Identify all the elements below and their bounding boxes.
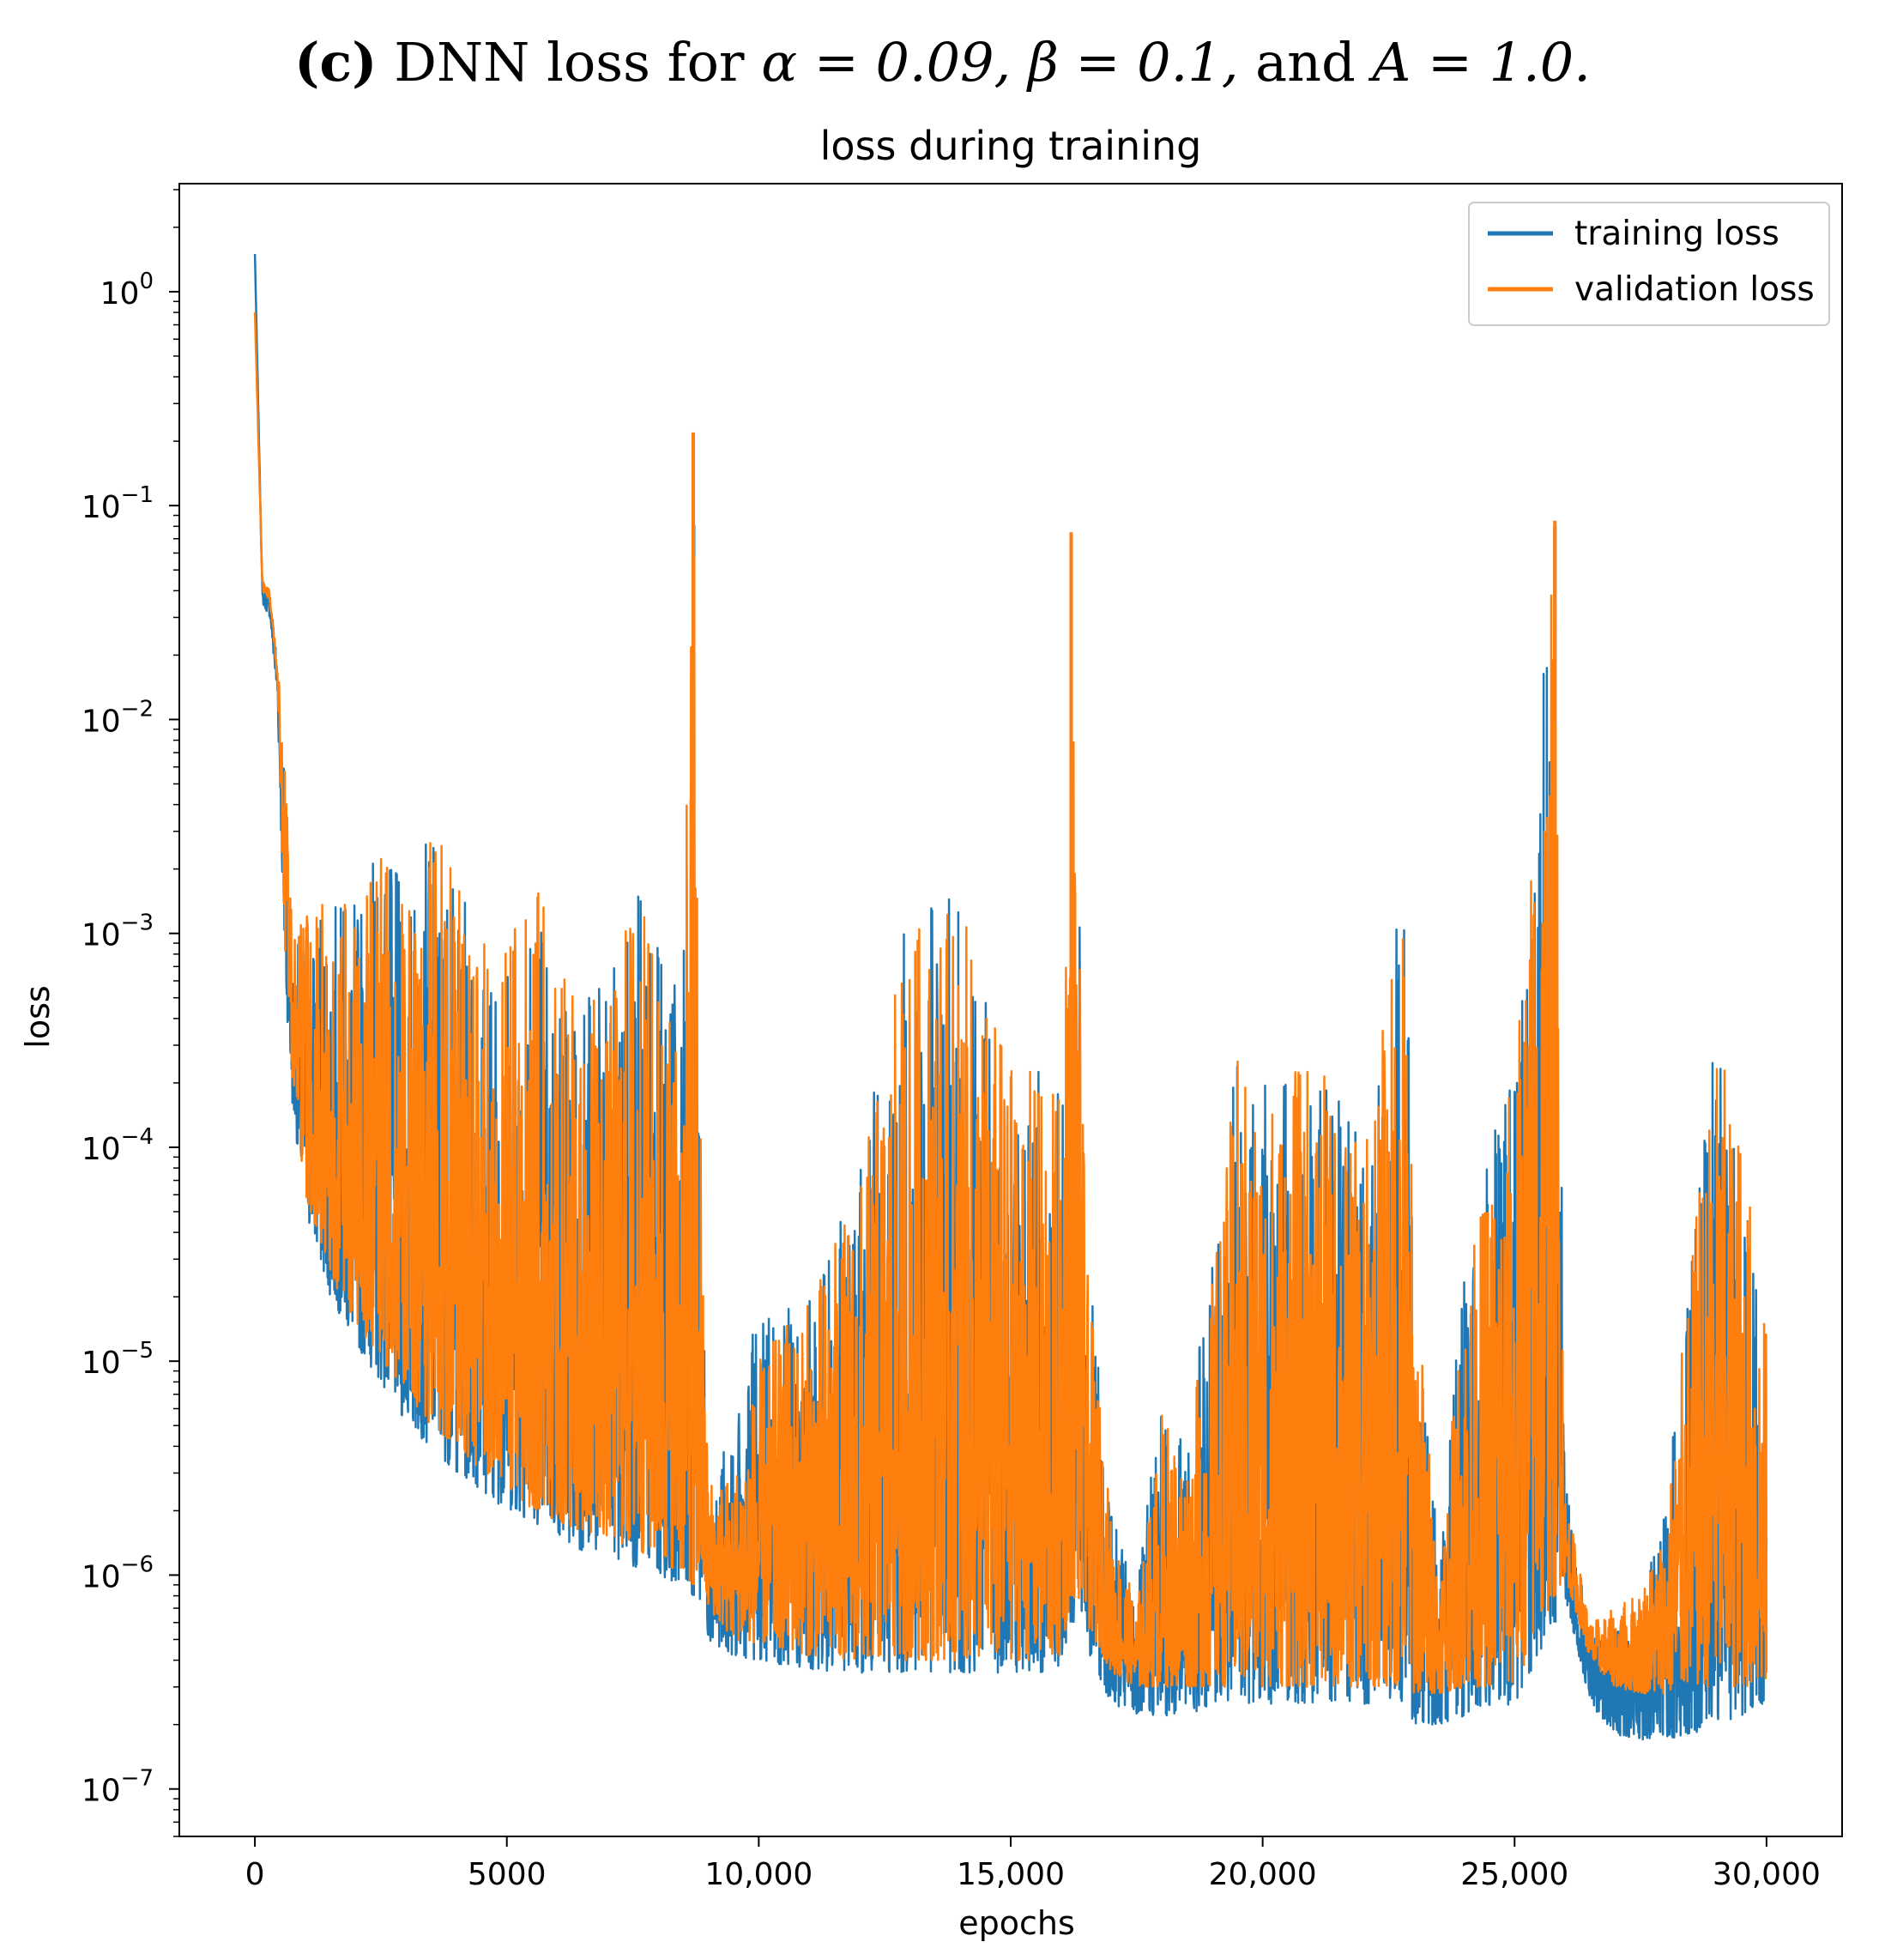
x-tick-label-4: 20,000	[1209, 1857, 1317, 1892]
y-axis-title: loss	[19, 985, 57, 1048]
x-tick-label-0: 0	[245, 1857, 265, 1892]
figure-caption: (c) DNN loss for α = 0.09, β = 0.1, and …	[0, 15, 1885, 110]
plot-title: loss during training	[820, 123, 1202, 169]
y-tick-label-base-4: 10	[82, 1132, 121, 1167]
legend-box	[1468, 202, 1830, 326]
caption-math-alpha-beta: α = 0.09, β = 0.1,	[761, 31, 1239, 94]
y-tick-label-3: 10−3	[82, 910, 154, 953]
y-tick-label-1: 10−1	[82, 482, 154, 525]
caption-math-a: A = 1.0.	[1372, 31, 1591, 94]
y-tick-label-5: 10−5	[82, 1338, 154, 1381]
legend-label-training-loss: training loss	[1574, 215, 1779, 253]
x-tick-label-1: 5000	[468, 1857, 547, 1892]
y-tick-label-exp-0: 0	[139, 269, 154, 294]
y-tick-label-base-7: 10	[82, 1774, 121, 1809]
y-tick-label-exp-1: −1	[121, 482, 154, 508]
x-tick-label-3: 15,000	[957, 1857, 1065, 1892]
caption-text: DNN loss for	[377, 31, 762, 94]
x-axis-title: epochs	[958, 1904, 1075, 1942]
x-axis: 0 5000 10,000 15,000 20,000 25,000 30,000	[245, 1836, 1821, 1892]
y-tick-label-base-6: 10	[82, 1559, 121, 1594]
y-tick-label-6: 10−6	[82, 1552, 154, 1594]
y-tick-label-7: 10−7	[82, 1766, 154, 1809]
y-tick-label-base-0: 10	[100, 276, 140, 312]
y-tick-label-exp-7: −7	[121, 1766, 154, 1792]
series-line-validation-loss	[253, 312, 1768, 1695]
y-tick-label-base-2: 10	[82, 704, 121, 739]
x-tick-label-6: 30,000	[1713, 1857, 1821, 1892]
y-tick-label-exp-4: −4	[121, 1124, 154, 1150]
y-tick-label-exp-3: −3	[121, 910, 154, 936]
caption-label: (c)	[294, 31, 378, 94]
caption-and: and	[1238, 31, 1373, 94]
y-tick-label-exp-2: −2	[121, 696, 154, 722]
series-layer	[253, 253, 1768, 1741]
y-tick-label-exp-6: −6	[121, 1552, 154, 1577]
y-tick-label-4: 10−4	[82, 1124, 154, 1167]
y-tick-label-exp-5: −5	[121, 1338, 154, 1364]
y-tick-label-0: 100	[100, 269, 154, 312]
x-tick-label-2: 10,000	[704, 1857, 813, 1892]
x-tick-label-5: 25,000	[1460, 1857, 1568, 1892]
legend: training loss validation loss	[1468, 202, 1830, 326]
y-tick-label-base-3: 10	[82, 918, 121, 953]
legend-label-validation-loss: validation loss	[1574, 270, 1815, 309]
y-tick-label-base-1: 10	[82, 490, 121, 525]
y-tick-label-base-5: 10	[82, 1346, 121, 1381]
y-tick-label-2: 10−2	[82, 696, 154, 739]
